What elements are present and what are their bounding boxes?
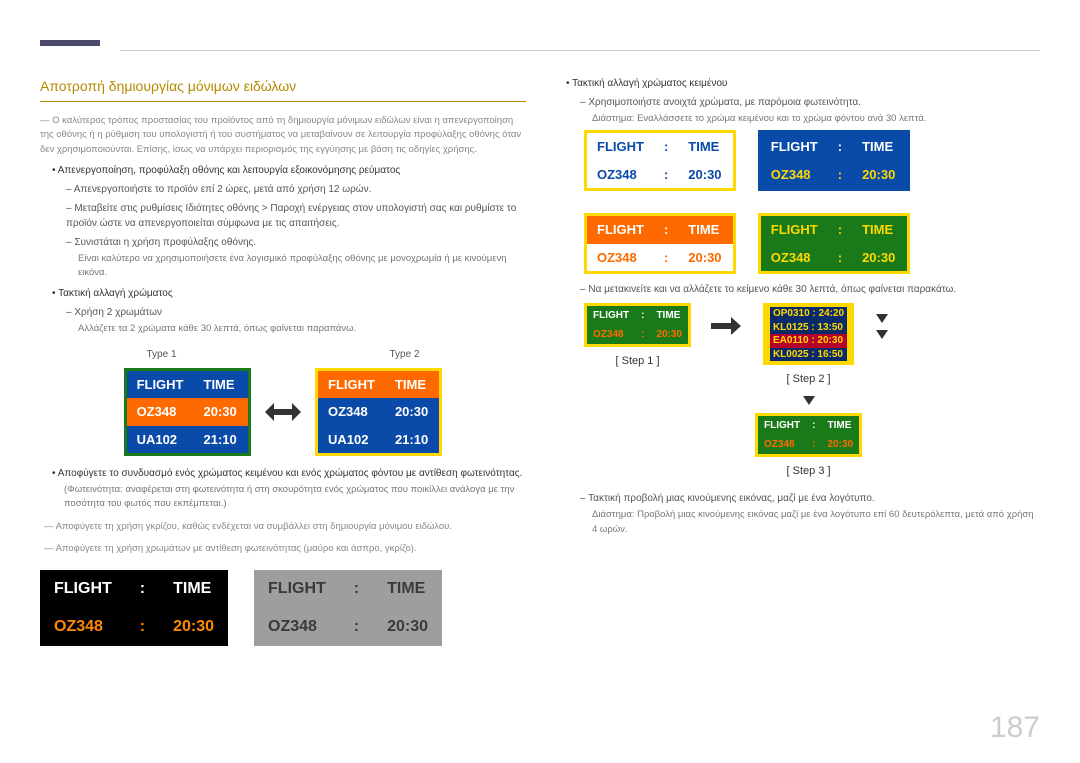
- sub-item: ‒ Συνιστάται η χρήση προφύλαξης οθόνης.: [66, 235, 526, 250]
- grid-table: FLIGHT:TIMEOZ348:20:30: [758, 213, 910, 274]
- arrow-down-icon: [876, 330, 888, 339]
- side-down-arrows: [876, 303, 888, 349]
- bullet: • Τακτική αλλαγή χρώματος κειμένου: [566, 76, 1040, 91]
- sub-text: Αλλάζετε τα 2 χρώματα κάθε 30 λεπτά, όπω…: [78, 322, 526, 336]
- black-table: FLIGHT:TIMEOZ348:20:30: [40, 570, 228, 646]
- arrow-down-icon: [803, 396, 815, 405]
- bullet: • Τακτική αλλαγή χρώματος: [52, 286, 526, 301]
- step2-col: OP0310 : 24:20KL0125 : 13:50EA0110 : 20:…: [755, 303, 862, 479]
- bullet: • Απενεργοποίηση, προφύλαξη οθόνης και λ…: [52, 163, 526, 178]
- grid-table: FLIGHT:TIMEOZ348:20:30: [584, 213, 736, 274]
- sub-text: Διάστημα: Προβολή μιας κινούμενης εικόνα…: [592, 508, 1040, 537]
- sub-item: ‒ Τακτική προβολή μιας κινούμενης εικόνα…: [580, 491, 1040, 506]
- arrow-down-icon: [876, 314, 888, 323]
- sub-item: ‒ Χρησιμοποιήστε ανοιχτά χρώματα, με παρ…: [580, 95, 1040, 110]
- bullet: • Αποφύγετε το συνδυασμό ενός χρώματος κ…: [52, 466, 526, 481]
- dash-para: ― Αποφύγετε τη χρήση γκρίζου, καθώς ενδέ…: [44, 520, 526, 534]
- page-number: 187: [990, 711, 1040, 745]
- grid-table: FLIGHT:TIMEOZ348:20:30: [758, 130, 910, 191]
- steps-row: FLIGHT:TIMEOZ348:20:30 [ Step 1 ] OP0310…: [584, 303, 1040, 479]
- sub-item: ‒ Απενεργοποιήστε το προϊόν επί 2 ώρες, …: [66, 182, 526, 197]
- step2-stacked: OP0310 : 24:20KL0125 : 13:50EA0110 : 20:…: [763, 303, 854, 365]
- contrast-examples: FLIGHT:TIMEOZ348:20:30 FLIGHT:TIMEOZ348:…: [40, 570, 526, 646]
- step-label: [ Step 2 ]: [787, 371, 831, 388]
- type-tables-row: FLIGHTTIMEOZ34820:30UA10221:10 FLIGHTTIM…: [40, 368, 526, 457]
- sub-item: ‒ Χρήση 2 χρωμάτων: [66, 305, 526, 320]
- grid-table: FLIGHT:TIMEOZ348:20:30: [584, 130, 736, 191]
- sub-text: Διάστημα: Εναλλάσσετε το χρώμα κειμένου …: [592, 112, 1040, 126]
- sub-text: Είναι καλύτερο να χρησιμοποιήσετε ένα λο…: [78, 252, 526, 281]
- type-labels: Type 1Type 2: [40, 347, 526, 362]
- gray-table: FLIGHT:TIMEOZ348:20:30: [254, 570, 442, 646]
- sub-item: ‒ Να μετακινείτε και να αλλάζετε το κείμ…: [580, 282, 1040, 297]
- double-arrow-icon: [265, 406, 301, 418]
- section-heading: Αποτροπή δημιουργίας μόνιμων ειδώλων: [40, 76, 526, 102]
- step3-table: FLIGHT:TIMEOZ348:20:30: [755, 413, 862, 457]
- dash-para: ― Αποφύγετε τη χρήση χρωμάτων με αντίθεσ…: [44, 542, 526, 556]
- type1-table: FLIGHTTIMEOZ34820:30UA10221:10: [124, 368, 251, 457]
- type2-table: FLIGHTTIMEOZ34820:30UA10221:10: [315, 368, 442, 457]
- arrow-right: [705, 303, 741, 349]
- step-label: [ Step 1 ]: [616, 353, 660, 370]
- header-line: [120, 50, 1040, 51]
- sub-item: ‒ Μεταβείτε στις ρυθμίσεις Ιδιότητες οθό…: [66, 201, 526, 231]
- step-label: [ Step 3 ]: [787, 463, 831, 480]
- step1-col: FLIGHT:TIMEOZ348:20:30 [ Step 1 ]: [584, 303, 691, 370]
- left-column: Αποτροπή δημιουργίας μόνιμων ειδώλων ― Ο…: [40, 76, 526, 646]
- color-grid: FLIGHT:TIMEOZ348:20:30 FLIGHT:TIMEOZ348:2…: [584, 130, 1004, 274]
- step1-table: FLIGHT:TIMEOZ348:20:30: [584, 303, 691, 347]
- right-column: • Τακτική αλλαγή χρώματος κειμένου ‒ Χρη…: [554, 76, 1040, 646]
- down-arrows: [803, 394, 815, 407]
- sub-text: (Φωτεινότητα: αναφέρεται στη φωτεινότητα…: [64, 483, 526, 512]
- header-rule: [40, 40, 100, 46]
- intro-para: ― Ο καλύτερος τρόπος προστασίας του προϊ…: [40, 114, 526, 157]
- arrow-right-icon: [705, 320, 741, 332]
